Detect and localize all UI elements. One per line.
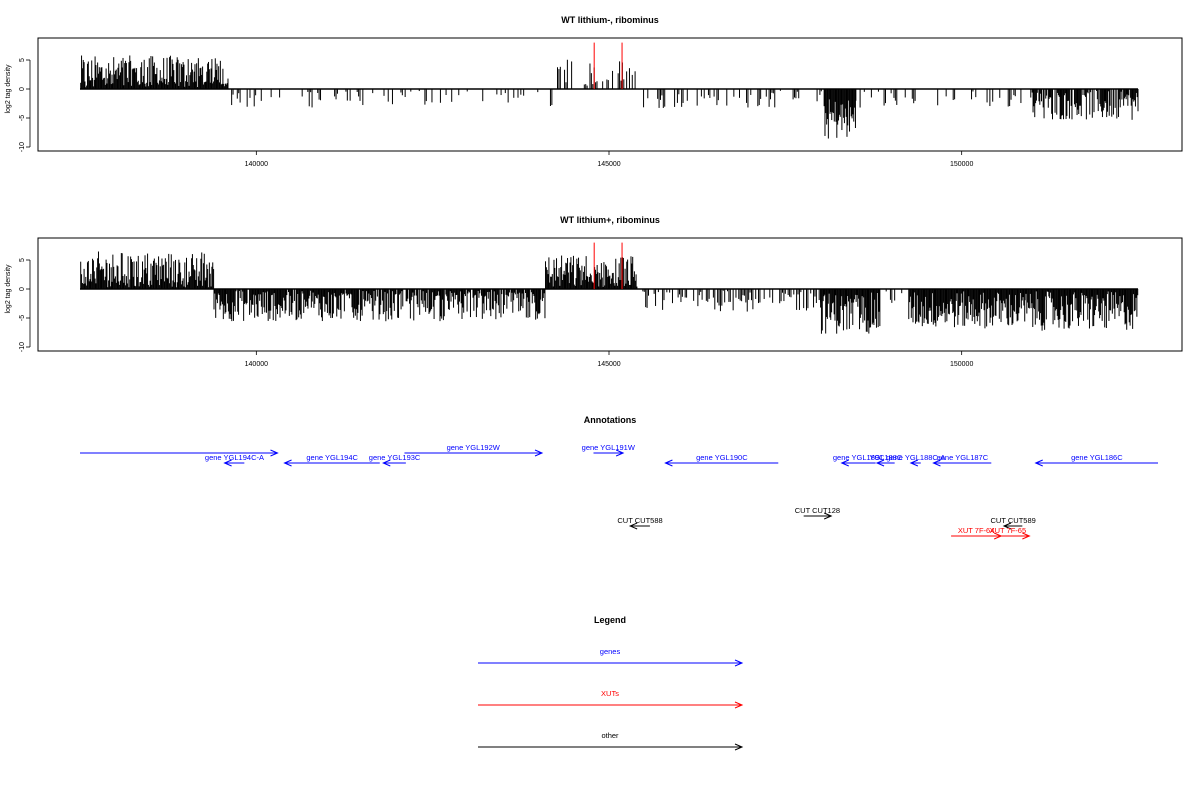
legend-title: Legend bbox=[594, 615, 626, 625]
annotation-arrow-gene: gene YGL192W bbox=[404, 443, 544, 457]
annotation-arrow-gene: gene YGL186C bbox=[1034, 453, 1158, 467]
x-tick-label: 150000 bbox=[950, 361, 973, 368]
arrowhead bbox=[734, 659, 744, 667]
bar-series bbox=[80, 55, 1139, 139]
bar-series bbox=[80, 251, 1139, 334]
legend-label: genes bbox=[600, 647, 621, 656]
track-panel-lithium-plus: WT lithium+, ribominus -10 -5 0 5 log2 tag de… bbox=[5, 215, 1183, 368]
annotation-label: CUT CUT589 bbox=[991, 516, 1036, 525]
legend-panel: Legend genes XUTs other bbox=[478, 615, 744, 751]
annotation-arrow-other: CUT CUT588 bbox=[617, 516, 663, 530]
annotation-arrow-other: CUT CUT589 bbox=[991, 516, 1036, 530]
annotation-label: gene YGL194C bbox=[306, 453, 358, 462]
annotation-arrow-other: CUT CUT128 bbox=[795, 506, 840, 520]
legend-item: XUTs bbox=[478, 689, 744, 709]
arrowhead bbox=[534, 449, 544, 457]
arrowhead bbox=[283, 459, 292, 467]
annotation-arrow-gene: YGL188C bbox=[869, 453, 903, 467]
annotation-label: XUT 7F-64 bbox=[958, 526, 995, 535]
arrowhead bbox=[664, 459, 673, 467]
annotation-label: YGL188C bbox=[869, 453, 903, 462]
legend-item: other bbox=[478, 731, 744, 751]
y-axis-label: log2 tag density bbox=[5, 264, 12, 314]
annotation-label: gene YGL190C bbox=[696, 453, 748, 462]
y-tick-label: -5 bbox=[19, 115, 26, 121]
arrowhead bbox=[909, 459, 919, 467]
annotation-label: gene YGL194C-A bbox=[205, 453, 264, 462]
annotation-arrow-gene: gene YGL188C-A bbox=[886, 453, 945, 467]
arrowhead bbox=[628, 522, 638, 530]
plot-frame bbox=[37, 237, 1183, 352]
annotation-label: CUT CUT128 bbox=[795, 506, 840, 515]
legend-item: genes bbox=[478, 647, 744, 667]
annotation-label: CUT CUT588 bbox=[617, 516, 662, 525]
annotation-arrow-gene: gene YGL194C-A bbox=[205, 453, 264, 467]
annotation-label: XUT 7F-65 bbox=[990, 526, 1027, 535]
annotation-arrow-xut: XUT 7F-65 bbox=[986, 526, 1031, 540]
annotation-arrow-gene: gene YGL189C bbox=[833, 453, 885, 467]
x-tick-label: 140000 bbox=[245, 161, 268, 168]
annotation-arrow-gene: gene YGL191W bbox=[582, 443, 636, 457]
annotation-arrow-gene: gene YGL187C bbox=[932, 453, 992, 467]
arrowhead bbox=[932, 459, 941, 467]
panel-title: WT lithium+, ribominus bbox=[560, 215, 660, 225]
annotation-arrow-gene bbox=[80, 449, 279, 457]
arrowhead bbox=[223, 459, 232, 467]
arrowhead bbox=[1022, 532, 1031, 540]
y-tick-label: -10 bbox=[19, 142, 26, 152]
arrowhead bbox=[875, 459, 885, 467]
x-tick-label: 145000 bbox=[597, 161, 620, 168]
annotation-label: gene YGL189C bbox=[833, 453, 885, 462]
legend-items: genes XUTs other bbox=[478, 647, 744, 751]
track-panel-lithium-minus: WT lithium-, ribominus -10 -5 0 5 log2 tag de… bbox=[5, 15, 1183, 168]
annotation-arrow-gene: gene YGL190C bbox=[664, 453, 779, 467]
annotation-label: gene YGL187C bbox=[937, 453, 989, 462]
legend-label: other bbox=[601, 731, 619, 740]
x-tick-label: 150000 bbox=[950, 161, 973, 168]
arrowhead bbox=[1034, 459, 1043, 467]
y-axis-label: log2 tag density bbox=[5, 64, 12, 114]
arrowhead bbox=[382, 459, 391, 467]
y-tick-label: -10 bbox=[19, 342, 26, 352]
annotation-features: gene YGL194C-A gene YGL194C gene YGL193C ge… bbox=[80, 443, 1158, 540]
arrowhead bbox=[615, 449, 625, 457]
annotation-label: gene YGL186C bbox=[1071, 453, 1123, 462]
annotation-arrow-gene: gene YGL194C bbox=[283, 453, 380, 467]
arrowhead bbox=[734, 701, 744, 709]
arrowhead bbox=[840, 459, 849, 467]
arrowhead bbox=[270, 449, 279, 457]
arrowhead bbox=[823, 512, 833, 520]
y-tick-label: 0 bbox=[19, 287, 26, 291]
arrowhead bbox=[1002, 522, 1012, 530]
annotation-label: gene YGL192W bbox=[447, 443, 501, 452]
y-tick-label: 5 bbox=[19, 258, 26, 262]
legend-label: XUTs bbox=[601, 689, 619, 698]
annotation-arrow-gene: gene YGL193C bbox=[369, 453, 421, 467]
panel-title: WT lithium-, ribominus bbox=[561, 15, 659, 25]
annotations-title: Annotations bbox=[584, 415, 637, 425]
annotation-label: gene YGL193C bbox=[369, 453, 421, 462]
x-tick-label: 145000 bbox=[597, 361, 620, 368]
y-tick-label: 5 bbox=[19, 58, 26, 62]
y-tick-label: -5 bbox=[19, 315, 26, 321]
y-tick-label: 0 bbox=[19, 87, 26, 91]
annotation-label: gene YGL188C-A bbox=[886, 453, 945, 462]
annotation-label: gene YGL191W bbox=[582, 443, 636, 452]
annotation-panel: Annotations gene YGL194C-A gene YGL194C ge… bbox=[80, 415, 1158, 540]
x-tick-label: 140000 bbox=[245, 361, 268, 368]
arrowhead bbox=[734, 743, 744, 751]
plot-frame bbox=[37, 37, 1183, 152]
